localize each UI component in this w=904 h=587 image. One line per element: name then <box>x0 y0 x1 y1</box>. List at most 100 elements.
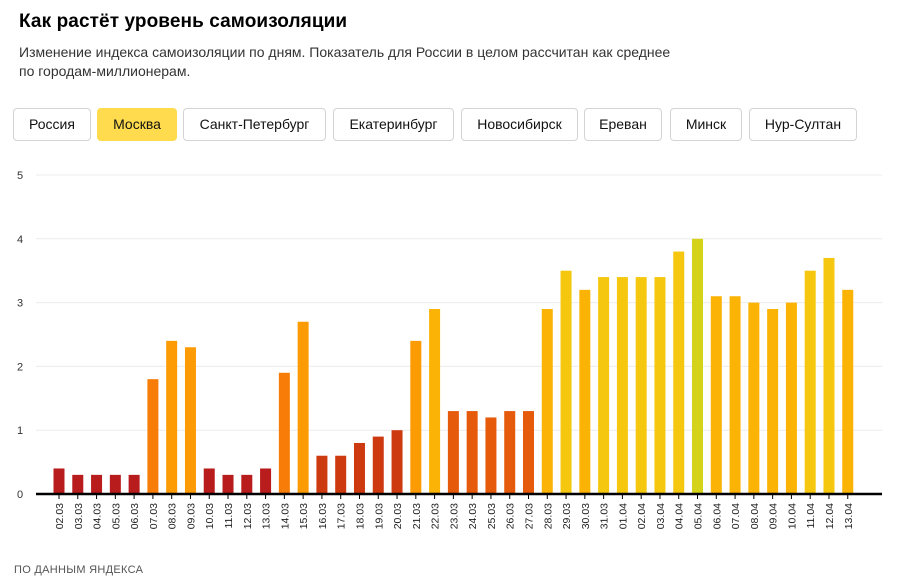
data-source: ПО ДАННЫМ ЯНДЕКСА <box>14 564 144 576</box>
bar <box>278 372 290 494</box>
bar <box>72 474 84 494</box>
x-tick-label: 03.03 <box>73 503 85 529</box>
bar <box>109 474 121 494</box>
bar <box>316 455 328 494</box>
x-tick-label: 29.03 <box>561 503 573 529</box>
x-tick-label: 05.04 <box>693 503 705 529</box>
tab-yekaterinburg[interactable]: Екатеринбург <box>333 108 454 141</box>
x-tick-label: 26.03 <box>505 503 517 529</box>
x-tick-label: 13.03 <box>261 503 273 529</box>
x-tick-label: 30.03 <box>580 503 592 529</box>
bar <box>203 468 215 494</box>
bar <box>53 468 65 494</box>
bar <box>692 238 704 494</box>
x-tick-label: 24.03 <box>467 503 479 529</box>
bar <box>560 270 572 494</box>
x-tick-label: 12.04 <box>824 503 836 529</box>
x-tick-label: 20.03 <box>392 503 404 529</box>
bar <box>391 430 403 494</box>
y-tick-label: 3 <box>17 298 23 310</box>
x-tick-label: 14.03 <box>279 503 291 529</box>
x-tick-label: 27.03 <box>524 503 536 529</box>
x-tick-label: 23.03 <box>448 503 460 529</box>
x-tick-label: 02.04 <box>636 503 648 529</box>
bar <box>635 277 647 494</box>
bar <box>598 277 610 494</box>
bar <box>541 308 553 494</box>
subtitle-line-2: по городам-миллионерам. <box>19 63 191 79</box>
x-tick-label: 15.03 <box>298 503 310 529</box>
bar <box>748 302 760 494</box>
x-tick-label: 22.03 <box>430 503 442 529</box>
x-tick-label: 11.04 <box>805 503 817 529</box>
bar <box>353 442 365 494</box>
bar <box>184 347 196 494</box>
x-tick-label: 07.04 <box>730 503 742 529</box>
x-tick-label: 04.03 <box>92 503 104 529</box>
bar <box>710 296 722 494</box>
x-tick-label: 13.04 <box>843 503 855 529</box>
bar <box>842 289 854 494</box>
x-tick-label: 07.03 <box>148 503 160 529</box>
bar <box>616 277 628 494</box>
y-tick-label: 2 <box>17 361 23 373</box>
bar <box>579 289 591 494</box>
bar <box>241 474 253 494</box>
x-tick-label: 28.03 <box>542 503 554 529</box>
bar <box>654 277 666 494</box>
chart-title: Как растёт уровень самоизоляции <box>19 11 348 32</box>
y-tick-label: 1 <box>17 425 23 437</box>
tab-novosibirsk[interactable]: Новосибирск <box>461 108 578 141</box>
y-tick-label: 5 <box>17 170 23 182</box>
tab-saint-petersburg[interactable]: Санкт-Петербург <box>183 108 326 141</box>
x-tick-label: 31.03 <box>599 503 611 529</box>
x-tick-label: 05.03 <box>110 503 122 529</box>
chart-subtitle: Изменение индекса самоизоляции по дням. … <box>19 43 719 81</box>
x-tick-label: 06.04 <box>711 503 723 529</box>
x-tick-label: 19.03 <box>373 503 385 529</box>
tab-nur-sultan[interactable]: Нур-Султан <box>749 108 857 141</box>
bar <box>523 411 534 494</box>
x-tick-label: 12.03 <box>242 503 254 529</box>
x-tick-label: 04.04 <box>674 503 686 529</box>
y-tick-label: 4 <box>17 234 23 246</box>
x-tick-label: 25.03 <box>486 503 498 529</box>
bar <box>335 455 347 494</box>
bar <box>767 308 779 494</box>
bar <box>166 340 178 494</box>
bar <box>429 308 441 494</box>
tab-moscow[interactable]: Москва <box>97 108 177 141</box>
bar <box>128 474 140 494</box>
bar <box>447 411 459 494</box>
y-tick-label: 0 <box>17 489 23 501</box>
x-tick-label: 18.03 <box>354 503 366 529</box>
bar <box>372 436 384 494</box>
x-tick-label: 03.04 <box>655 503 667 529</box>
x-tick-label: 01.04 <box>617 503 629 529</box>
x-tick-label: 10.04 <box>786 503 798 529</box>
x-tick-label: 11.03 <box>223 503 235 529</box>
bar <box>673 251 685 494</box>
bar <box>222 474 234 494</box>
bar <box>466 411 478 494</box>
tab-yerevan[interactable]: Ереван <box>584 108 662 141</box>
x-tick-label: 16.03 <box>317 503 329 529</box>
bar-chart: 0 1 2 3 4 5 02.03 03.03 04.03 05.03 06.03 07.03 08.0… <box>17 170 882 529</box>
x-tick-label: 08.04 <box>749 503 761 529</box>
bar <box>297 321 309 494</box>
tab-russia[interactable]: Россия <box>13 108 91 141</box>
x-tick-label: 08.03 <box>167 503 179 529</box>
tab-minsk[interactable]: Минск <box>670 108 742 141</box>
bar <box>823 257 835 494</box>
bar <box>485 417 497 494</box>
bar <box>804 270 816 494</box>
x-tick-label: 06.03 <box>129 503 141 529</box>
x-tick-label: 09.03 <box>185 503 197 529</box>
bar <box>729 296 741 494</box>
subtitle-line-1: Изменение индекса самоизоляции по дням. … <box>19 44 671 60</box>
bar <box>504 411 516 494</box>
bar <box>91 474 103 494</box>
bar <box>785 302 797 494</box>
x-tick-label: 09.04 <box>768 503 780 529</box>
x-tick-label: 02.03 <box>54 503 66 529</box>
